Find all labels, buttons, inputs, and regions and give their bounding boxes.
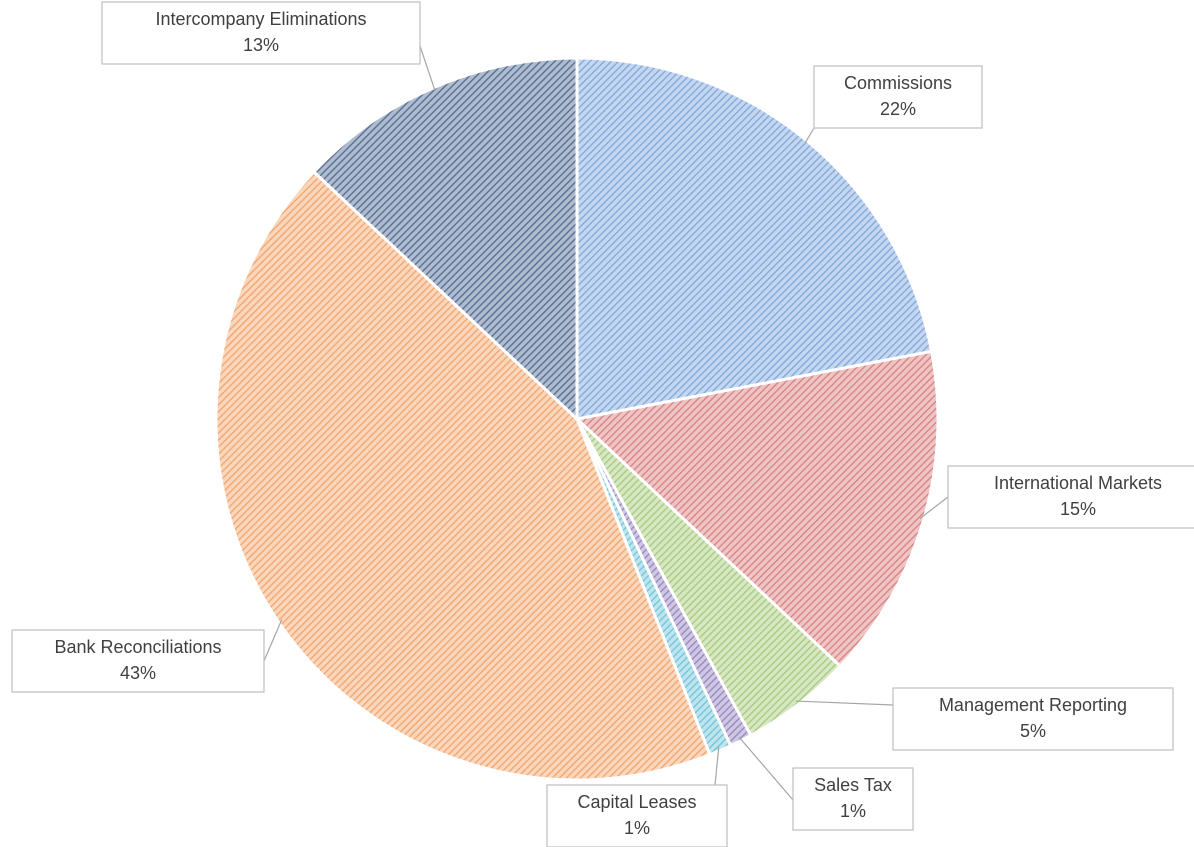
- label-box: [101, 1, 421, 65]
- leader-line: [714, 746, 720, 786]
- slice-value: 5%: [1020, 721, 1046, 741]
- slice-value: 1%: [624, 818, 650, 838]
- pie-slice: [573, 349, 940, 669]
- slice-value: 15%: [1060, 499, 1096, 519]
- slice-label: Sales Tax: [814, 775, 892, 795]
- label-box: [546, 784, 728, 847]
- leader-line: [804, 127, 815, 145]
- label-box: [792, 767, 914, 831]
- slice-label: Commissions: [844, 73, 952, 93]
- leader-line: [795, 700, 894, 706]
- slice-label: International Markets: [994, 473, 1162, 493]
- leader-line: [738, 736, 794, 801]
- slice-value: 22%: [880, 99, 916, 119]
- slice-value: 13%: [243, 35, 279, 55]
- slice-value: 1%: [840, 801, 866, 821]
- pie-slice: [575, 56, 934, 421]
- label-box: [11, 629, 265, 693]
- slice-value: 43%: [120, 663, 156, 683]
- label-box: [892, 687, 1174, 751]
- pie-slice: [214, 169, 712, 782]
- slice-label: Capital Leases: [577, 792, 696, 812]
- label-box: [813, 65, 983, 129]
- leader-line: [919, 496, 949, 520]
- leader-line: [263, 619, 283, 662]
- label-box: [947, 465, 1194, 529]
- leader-line: [419, 45, 436, 92]
- slice-label: Bank Reconciliations: [54, 637, 221, 657]
- slice-label: Management Reporting: [939, 695, 1127, 715]
- slice-label: Intercompany Eliminations: [155, 9, 366, 29]
